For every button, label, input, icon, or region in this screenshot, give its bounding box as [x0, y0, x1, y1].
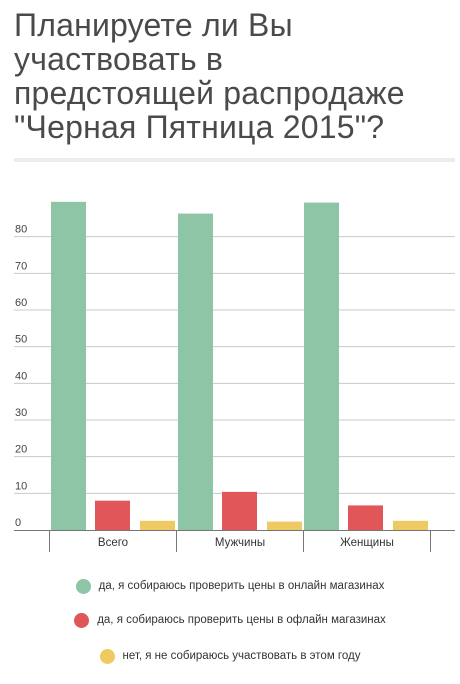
bar-online-3	[304, 202, 339, 531]
x-tick-label: Мужчины	[215, 537, 265, 549]
y-tick-label: 0	[15, 517, 21, 529]
legend-item-offline: да, я собираюсь проверить цены в офлайн …	[0, 608, 460, 632]
y-tick-label: 70	[15, 260, 27, 272]
grid-lines: 0 10 20 30 40 50 60 70 80	[14, 224, 455, 529]
bar-none-3	[393, 520, 428, 530]
bar-offline-2	[222, 491, 257, 530]
y-tick-label: 50	[15, 334, 27, 346]
title-divider	[14, 158, 455, 162]
bar-none-1	[140, 520, 175, 530]
x-tick-label: Всего	[98, 537, 128, 549]
bar-offline-3	[348, 505, 383, 530]
legend-swatch-online	[75, 578, 91, 594]
y-tick-label: 30	[15, 407, 27, 419]
legend-label-offline: да, я собираюсь проверить цены в офлайн …	[97, 614, 386, 626]
y-tick-label: 10	[15, 480, 27, 492]
chart-title: Планируете ли Вы участвовать в предстоящ…	[14, 7, 405, 145]
legend-item-online: да, я собираюсь проверить цены в онлайн …	[0, 574, 460, 598]
bars	[51, 201, 428, 531]
legend-label-online: да, я собираюсь проверить цены в онлайн …	[98, 580, 385, 592]
legend-swatch-offline	[74, 612, 90, 628]
x-axis: Всего Мужчины Женщины	[14, 530, 455, 552]
legend-item-none: нет, я не собираюсь участвовать в этом г…	[0, 644, 460, 668]
bar-online-1	[51, 201, 86, 531]
bar-offline-1	[95, 500, 130, 530]
y-tick-label: 80	[15, 224, 27, 236]
legend-swatch-none	[99, 648, 115, 664]
y-tick-label: 20	[15, 444, 27, 456]
bar-online-2	[178, 213, 213, 531]
y-tick-label: 40	[15, 370, 27, 382]
y-tick-label: 60	[15, 297, 27, 309]
x-tick-label: Женщины	[340, 537, 394, 549]
bar-none-2	[267, 521, 302, 530]
legend-label-none: нет, я не собираюсь участвовать в этом г…	[122, 650, 361, 662]
